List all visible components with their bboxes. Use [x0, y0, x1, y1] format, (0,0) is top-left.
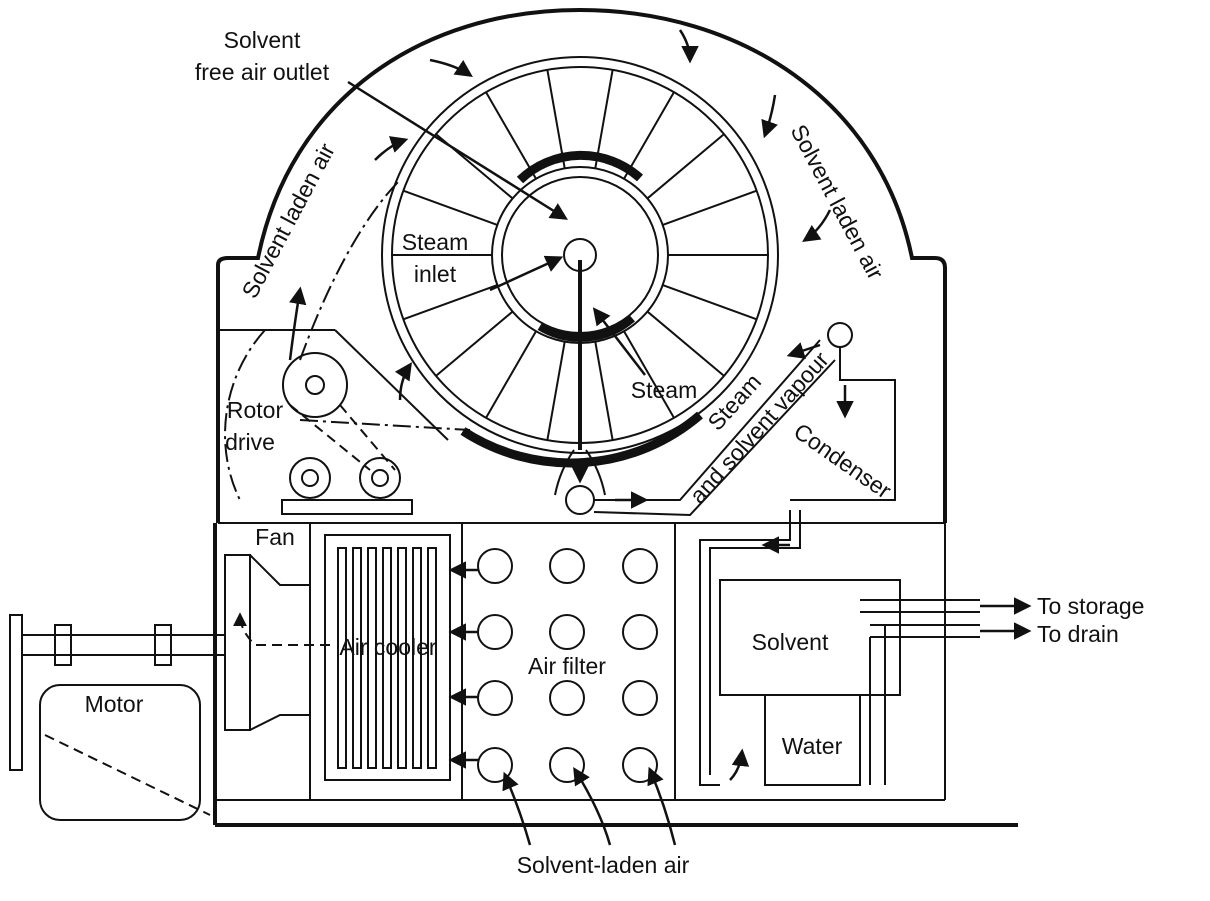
- lower-equipment: [9, 523, 676, 821]
- diagram-labels: Solvent free air outlet Solvent laden ai…: [85, 27, 1145, 878]
- rotor-spoke: [623, 330, 675, 419]
- filter-element: [549, 747, 585, 783]
- air-filter-label: Air filter: [528, 653, 606, 679]
- cooler-plate: [397, 547, 407, 769]
- adsorption-rotor: [381, 56, 896, 517]
- filter-element: [549, 614, 585, 650]
- cooler-plate: [352, 547, 362, 769]
- flow-arrows: [233, 29, 1032, 846]
- solvent-laden-air-bottom-label: Solvent-laden air: [517, 852, 690, 878]
- filter-element: [549, 548, 585, 584]
- air-cooler-plates: [337, 547, 437, 769]
- filter-element: [477, 548, 513, 584]
- cooler-plate: [367, 547, 377, 769]
- to-storage-label: To storage: [1037, 593, 1144, 619]
- filter-element: [622, 548, 658, 584]
- rotor-spoke: [646, 310, 725, 377]
- water-label: Water: [782, 733, 843, 759]
- filter-element: [622, 747, 658, 783]
- motor-label: Motor: [85, 691, 144, 717]
- rotor-spoke: [662, 189, 758, 226]
- filter-element: [477, 680, 513, 716]
- rotor-spoke: [546, 69, 566, 169]
- solvent-label: Solvent: [752, 629, 829, 655]
- rotor-spoke: [435, 310, 514, 377]
- condenser-label: Condenser: [789, 418, 896, 504]
- filter-element: [549, 680, 585, 716]
- rotor-drive: [224, 179, 471, 515]
- separator-tank: [699, 510, 980, 786]
- rotor-spoke: [402, 284, 498, 321]
- steam-inlet-label-line1: Steam: [402, 229, 468, 255]
- rotor-spoke: [662, 284, 758, 321]
- steam-inlet-label-line2: inlet: [414, 261, 457, 287]
- housing-outline: [213, 7, 1018, 827]
- air-cooler-label: Air cooler: [339, 634, 436, 660]
- cooler-plate: [412, 547, 422, 769]
- rotor-drive-label-line1: Rotor: [227, 397, 284, 423]
- solvent-laden-air-right-label: Solvent laden air: [786, 120, 890, 284]
- rotor-spoke: [623, 91, 675, 180]
- rotor-drive-label-line2: drive: [225, 429, 275, 455]
- rotor-spoke: [402, 189, 498, 226]
- solvent-free-air-outlet-label-line1: Solvent: [224, 27, 301, 53]
- rotor-spoke: [594, 69, 614, 169]
- filter-element: [622, 680, 658, 716]
- rotor-spokes: [392, 69, 768, 441]
- rotor-spoke: [485, 91, 537, 180]
- cooler-plate: [382, 547, 392, 769]
- rotor-spoke: [546, 341, 566, 441]
- cooler-plate: [337, 547, 347, 769]
- air-filter-elements: [477, 548, 658, 783]
- cooler-plate: [427, 547, 437, 769]
- fan-label: Fan: [255, 524, 295, 550]
- solvent-free-air-outlet-label-line2: free air outlet: [195, 59, 330, 85]
- filter-element: [622, 614, 658, 650]
- filter-element: [477, 614, 513, 650]
- solvent-laden-air-left-label: Solvent laden air: [236, 139, 340, 303]
- rotor-spoke: [594, 341, 614, 441]
- rotor-spoke: [485, 330, 537, 419]
- filter-element: [477, 747, 513, 783]
- steam-label: Steam: [631, 377, 697, 403]
- to-drain-label: To drain: [1037, 621, 1119, 647]
- rotor-spoke: [646, 133, 725, 200]
